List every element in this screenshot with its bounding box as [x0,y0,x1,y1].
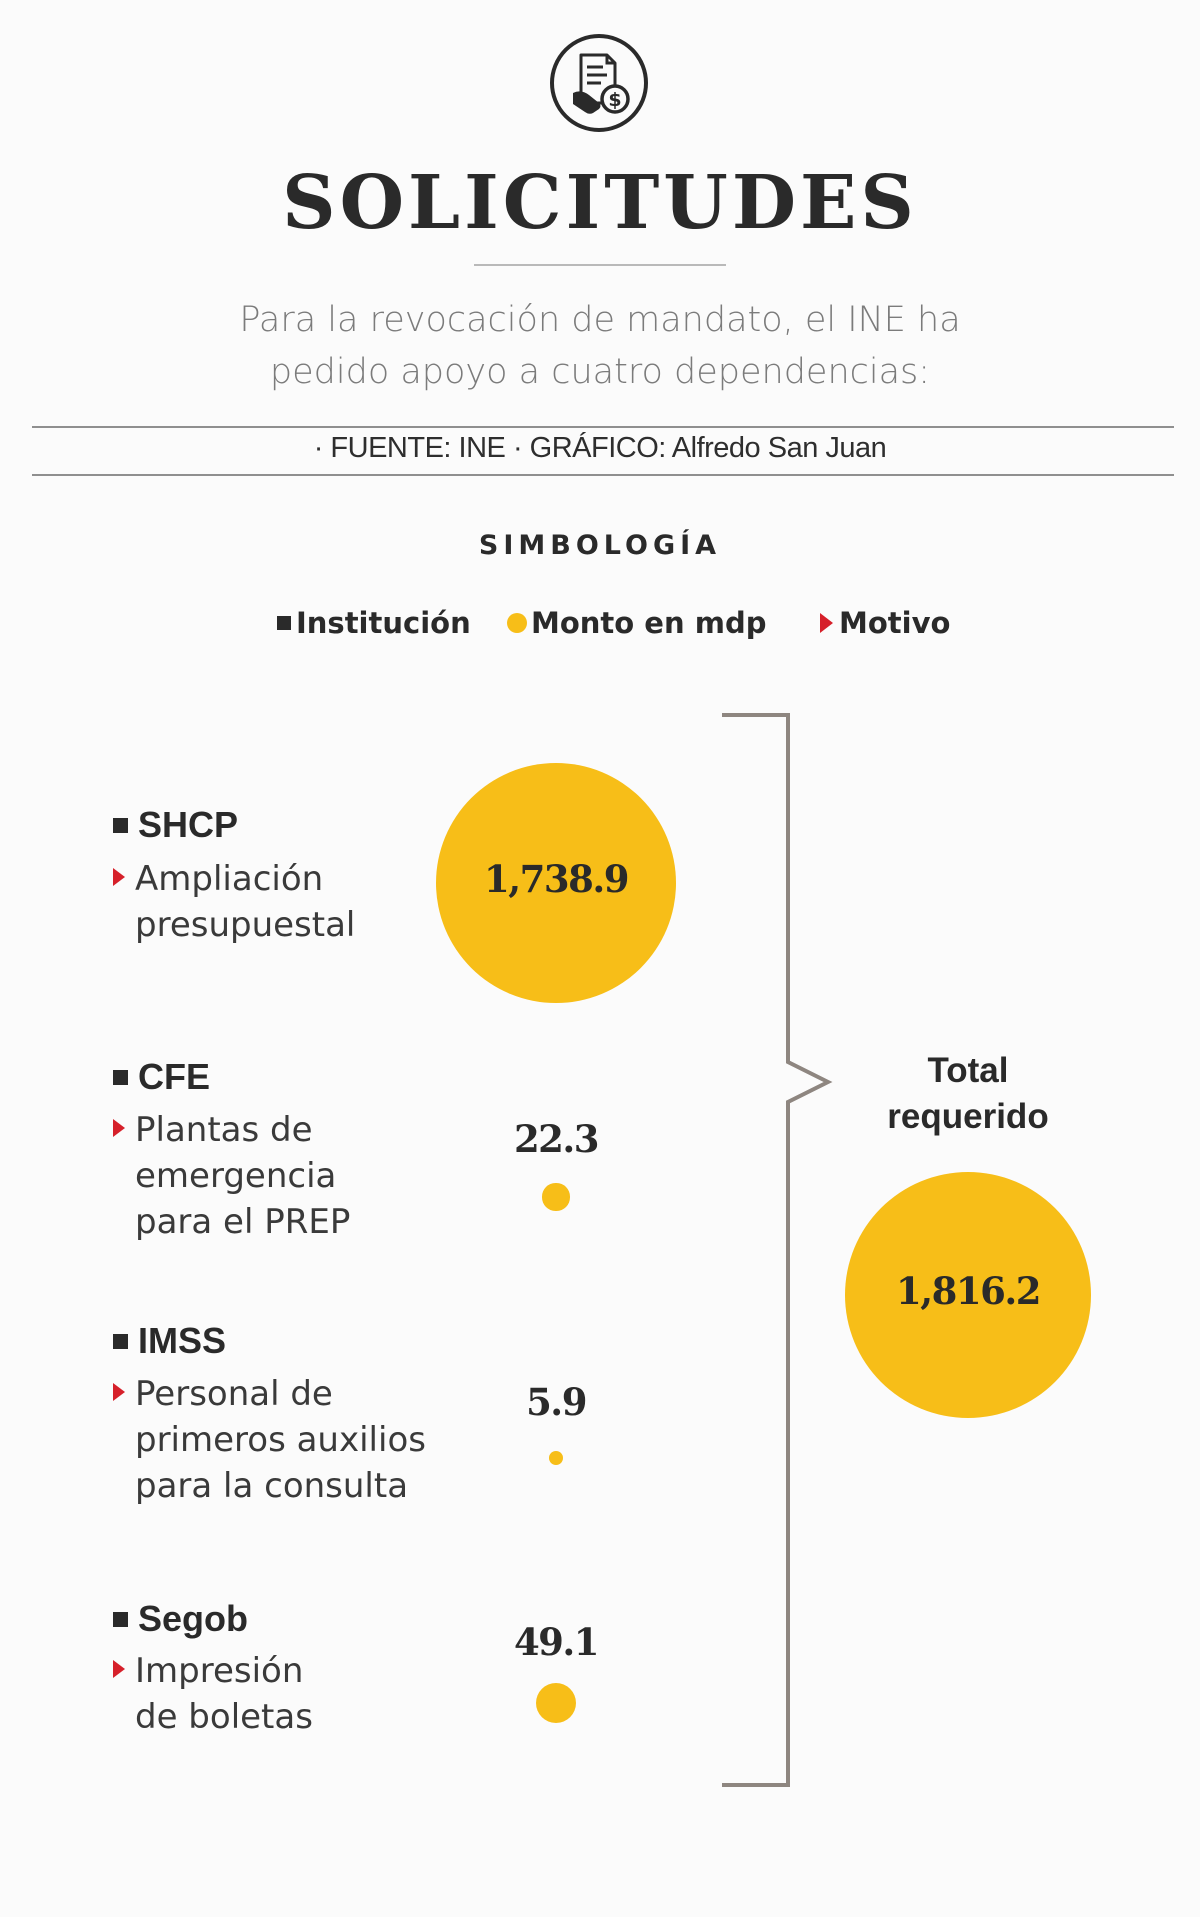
legend-reason-label: Motivo [839,606,951,640]
source-credit: · FUENTE: INE · GRÁFICO: Alfredo San Jua… [313,432,887,464]
amount-bubble [542,1183,570,1211]
amount-bubble [549,1451,563,1465]
subtitle-line-1: Para la revocación de mandato, el INE ha [239,300,961,340]
top-rule [32,426,1174,428]
reason-label: Plantas de emergencia para el PREP [135,1110,351,1242]
institution-cfe: CFE [113,1056,210,1098]
triangle-marker-icon [820,613,833,633]
legend-reason: Motivo [820,603,950,643]
square-marker-icon [113,1333,128,1349]
svg-text:$: $ [608,89,621,111]
total-bubble [845,1172,1091,1418]
square-marker-icon [113,817,128,833]
amount-value: 1,738.9 [484,857,630,901]
legend-title: SIMBOLOGÍA [478,530,722,561]
square-marker-icon [113,1069,128,1085]
amount-value: 5.9 [526,1380,587,1424]
circle-marker-icon [507,613,527,633]
legend-institution-label: Institución [296,606,471,640]
reason-cfe: Plantas de emergencia para el PREP [113,1107,350,1245]
amount-bubble [436,763,676,1003]
amount-bubble [535,1682,577,1724]
title-divider [474,264,726,266]
reason-label: Ampliación presupuestal [135,859,356,945]
triangle-marker-icon [113,1119,125,1137]
triangle-marker-icon [113,868,125,886]
subtitle-line-2: pedido apoyo a cuatro dependencias: [269,352,931,392]
total-label: Total requerido [887,1051,1049,1136]
reason-label: Personal de primeros auxilios para la co… [135,1374,426,1506]
square-marker-icon [113,1611,128,1627]
institution-segob: Segob [113,1598,248,1640]
institution-label: Segob [138,1598,249,1639]
institution-shcp: SHCP [113,804,238,846]
triangle-marker-icon [113,1660,125,1678]
reason-shcp: Ampliación presupuestal [113,856,355,948]
institution-label: IMSS [138,1320,227,1361]
bottom-rule [32,474,1174,476]
legend-amount: Monto en mdp [507,603,766,643]
square-marker-icon [277,616,291,630]
legend-amount-label: Monto en mdp [531,606,767,640]
institution-imss: IMSS [113,1320,226,1362]
reason-segob: Impresión de boletas [113,1648,313,1740]
amount-value: 49.1 [513,1620,600,1664]
legend-institution: Institución [277,603,471,643]
amount-value: 22.3 [513,1117,600,1161]
document-money-icon: $ [550,34,648,132]
triangle-marker-icon [113,1383,125,1401]
institution-label: CFE [138,1056,210,1097]
total-value: 1,816.2 [896,1269,1042,1313]
institution-label: SHCP [138,804,239,845]
reason-imss: Personal de primeros auxilios para la co… [113,1371,426,1509]
total-bracket [722,713,833,1787]
page-title: SOLICITUDES [282,160,918,246]
reason-label: Impresión de boletas [135,1651,313,1737]
subtitle: Para la revocación de mandato, el INE ha… [230,294,970,398]
